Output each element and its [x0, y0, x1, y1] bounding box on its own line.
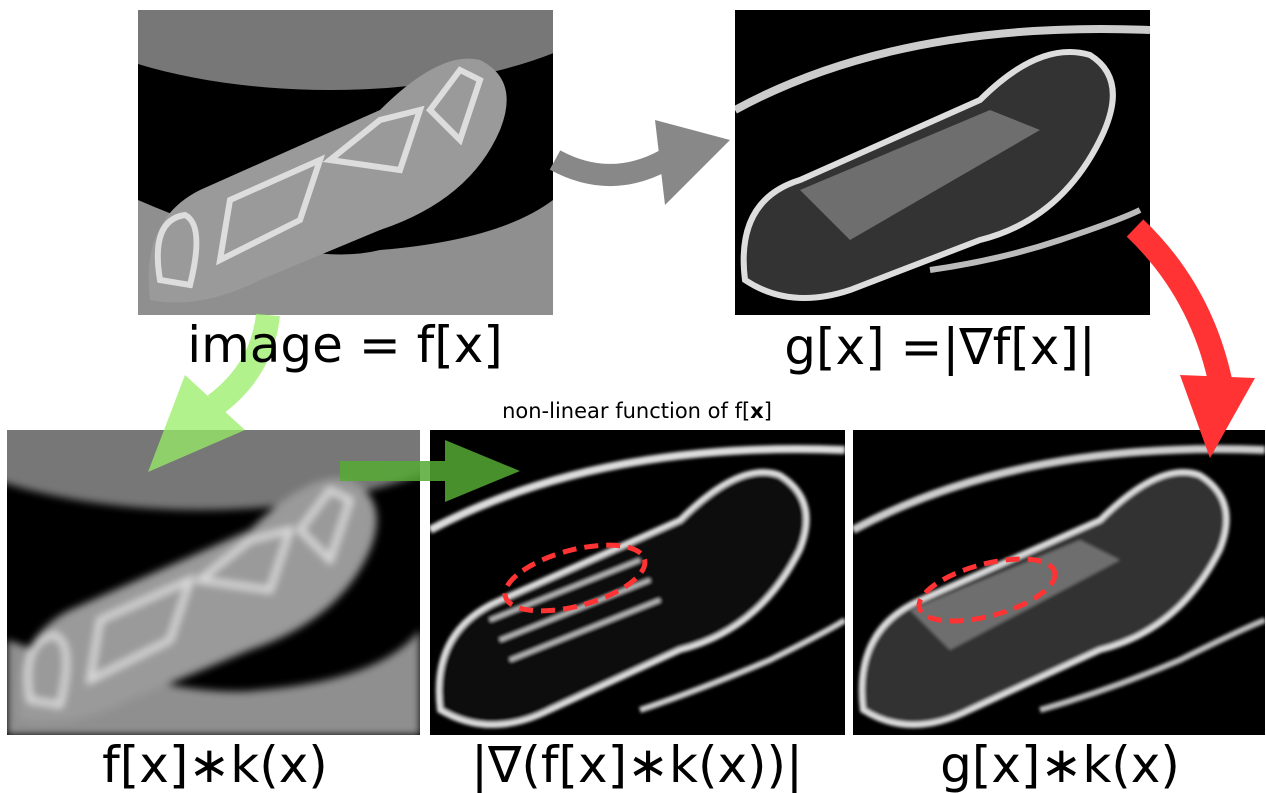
caption-text: non-linear function of f[ [502, 399, 750, 423]
diagram: image = f[x] g[x] =|∇f[x]| f[x]∗k(x) |∇(… [0, 0, 1266, 793]
arrow-gray [555, 120, 730, 205]
panel-label: g[x] =|∇f[x]| [784, 318, 1095, 376]
image-gradient [735, 10, 1150, 315]
panel-label: f[x]∗k(x) [102, 736, 328, 793]
panel-label: |∇(f[x]∗k(x))| [471, 736, 803, 793]
image-original [10, 0, 650, 315]
caption-text: ] [764, 399, 772, 423]
arrow-red [1135, 228, 1255, 458]
caption: non-linear function of f[x] [502, 399, 772, 423]
panel-label: image = f[x] [187, 316, 503, 374]
caption-bold: x [750, 399, 764, 423]
image-gradient-then-blurred [853, 430, 1265, 735]
panel-label: g[x]∗k(x) [940, 736, 1180, 793]
